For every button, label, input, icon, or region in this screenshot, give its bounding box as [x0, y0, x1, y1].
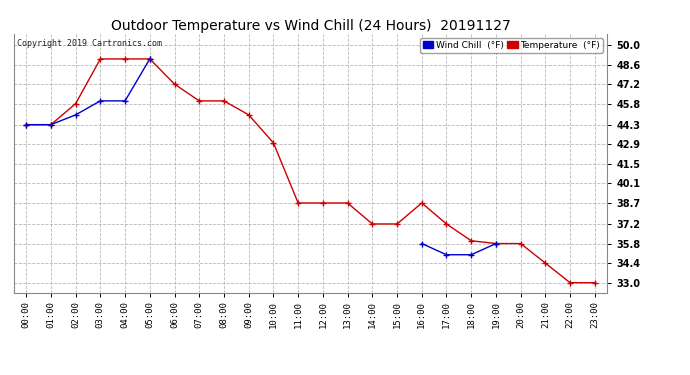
Title: Outdoor Temperature vs Wind Chill (24 Hours)  20191127: Outdoor Temperature vs Wind Chill (24 Ho…: [110, 19, 511, 33]
Legend: Wind Chill  (°F), Temperature  (°F): Wind Chill (°F), Temperature (°F): [420, 38, 602, 53]
Text: Copyright 2019 Cartronics.com: Copyright 2019 Cartronics.com: [17, 39, 161, 48]
